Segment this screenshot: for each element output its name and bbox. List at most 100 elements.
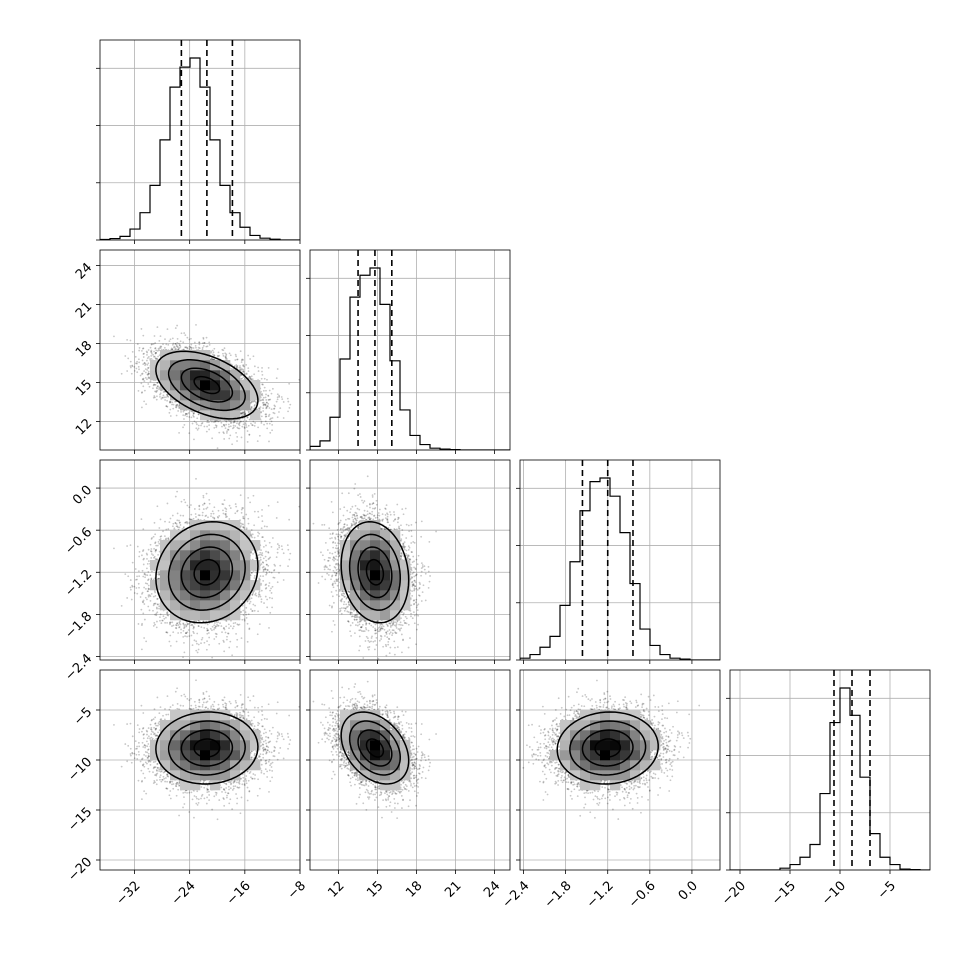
sample-point bbox=[236, 422, 238, 425]
sample-point bbox=[242, 370, 245, 373]
sample-point bbox=[275, 556, 278, 559]
sample-point bbox=[212, 512, 215, 515]
density-cell bbox=[210, 390, 221, 401]
sample-point bbox=[265, 407, 268, 409]
sample-point bbox=[216, 420, 219, 423]
sample-point bbox=[238, 421, 241, 424]
sample-point bbox=[184, 346, 187, 349]
sample-point bbox=[208, 424, 211, 427]
sample-point bbox=[160, 345, 163, 348]
sample-point bbox=[253, 424, 256, 427]
contour-line bbox=[155, 350, 259, 420]
sample-point bbox=[228, 425, 230, 428]
sample-point bbox=[238, 427, 241, 430]
sample-point bbox=[242, 370, 244, 373]
sample-point bbox=[156, 558, 158, 561]
sample-point bbox=[246, 416, 249, 419]
sample-point bbox=[126, 338, 129, 341]
histogram-step-line bbox=[310, 267, 510, 450]
sample-point bbox=[235, 431, 237, 434]
sample-point bbox=[145, 371, 147, 374]
sample-point bbox=[164, 520, 166, 523]
sample-point bbox=[156, 544, 159, 547]
sample-point bbox=[183, 651, 186, 654]
sample-point bbox=[287, 410, 289, 413]
sample-point bbox=[257, 554, 260, 557]
sample-point bbox=[205, 430, 208, 433]
sample-point bbox=[168, 391, 171, 394]
sample-point bbox=[188, 522, 191, 524]
sample-point bbox=[208, 428, 211, 431]
sample-point bbox=[198, 341, 201, 344]
density-cell bbox=[150, 370, 161, 381]
sample-point bbox=[265, 587, 268, 589]
sample-point bbox=[169, 338, 172, 341]
sample-point bbox=[142, 347, 145, 350]
sample-point bbox=[193, 420, 196, 423]
sample-point bbox=[212, 358, 215, 361]
sample-point bbox=[178, 342, 180, 345]
sample-point bbox=[126, 370, 129, 372]
sample-point bbox=[260, 411, 262, 414]
sample-point bbox=[165, 405, 168, 408]
sample-point bbox=[253, 365, 256, 368]
sample-point bbox=[196, 423, 198, 426]
sample-point bbox=[242, 423, 245, 426]
sample-point bbox=[198, 343, 201, 346]
sample-point bbox=[235, 366, 238, 368]
sample-point bbox=[192, 414, 195, 417]
sample-point bbox=[232, 426, 235, 429]
sample-point bbox=[172, 631, 175, 634]
sample-point bbox=[208, 643, 211, 646]
sample-point bbox=[153, 355, 155, 358]
sample-point bbox=[266, 422, 269, 425]
sample-point bbox=[142, 599, 145, 602]
sample-point bbox=[263, 377, 266, 380]
sample-point bbox=[221, 348, 224, 351]
sample-point bbox=[143, 362, 146, 364]
sample-point bbox=[250, 551, 253, 553]
sample-point bbox=[171, 514, 174, 517]
sample-point bbox=[142, 347, 144, 350]
sample-point bbox=[182, 341, 185, 344]
sample-point bbox=[249, 501, 252, 504]
sample-point bbox=[270, 420, 273, 423]
sample-point bbox=[142, 363, 145, 366]
sample-point bbox=[206, 421, 209, 424]
sample-point bbox=[120, 604, 123, 607]
sample-point bbox=[159, 518, 162, 521]
sample-point bbox=[261, 367, 263, 369]
sample-point bbox=[198, 505, 201, 508]
sample-point bbox=[266, 405, 269, 408]
sample-point bbox=[182, 629, 185, 632]
sample-point bbox=[153, 547, 155, 550]
sample-point bbox=[176, 324, 179, 327]
sample-point bbox=[224, 507, 227, 510]
sample-point bbox=[262, 557, 265, 560]
sample-point bbox=[154, 541, 157, 544]
sample-point bbox=[191, 347, 193, 349]
sample-point bbox=[240, 361, 243, 364]
sample-point bbox=[265, 573, 267, 576]
sample-point bbox=[260, 422, 263, 424]
sample-point bbox=[158, 349, 161, 352]
sample-point bbox=[150, 550, 152, 552]
sample-point bbox=[158, 607, 160, 610]
sample-point bbox=[146, 369, 149, 371]
sample-point bbox=[213, 354, 216, 357]
sample-point bbox=[182, 623, 185, 626]
sample-point bbox=[137, 358, 140, 361]
sample-point bbox=[147, 595, 150, 598]
sample-point bbox=[265, 393, 267, 396]
sample-point bbox=[211, 625, 214, 628]
sample-point bbox=[246, 622, 249, 625]
sample-point bbox=[202, 342, 204, 345]
sample-point bbox=[175, 345, 178, 348]
sample-point bbox=[158, 347, 161, 349]
sample-point bbox=[202, 336, 205, 339]
sample-point bbox=[171, 401, 174, 404]
sample-point bbox=[162, 343, 164, 346]
sample-point bbox=[155, 351, 158, 354]
sample-point bbox=[236, 364, 239, 367]
sample-point bbox=[155, 398, 158, 401]
